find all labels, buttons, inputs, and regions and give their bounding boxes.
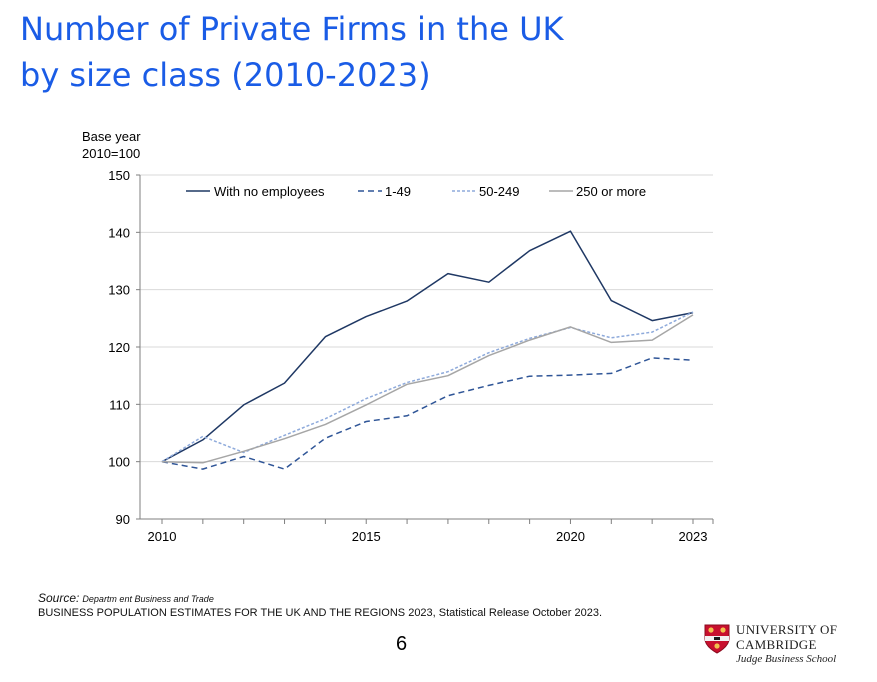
y-tick-label: 110 (109, 397, 130, 412)
university-logo: UNIVERSITY OF CAMBRIDGE Judge Business S… (704, 622, 854, 672)
logo-line-1: UNIVERSITY OF (736, 622, 838, 637)
slide-title: Number of Private Firms in the UK by siz… (20, 6, 720, 98)
series-line (161, 357, 694, 470)
y-tick-label: 90 (116, 512, 130, 527)
y-tick-label: 100 (108, 455, 130, 470)
legend-label: 50-249 (479, 184, 519, 199)
title-line-1: Number of Private Firms in the UK (20, 10, 564, 48)
source-organization: Departm ent Business and Trade (82, 594, 214, 604)
x-tick-label: 2015 (352, 529, 381, 544)
logo-line-3: Judge Business School (736, 653, 837, 665)
y-tick-label: 150 (108, 168, 130, 183)
source-note: Source: Departm ent Business and Trade B… (38, 591, 602, 620)
legend-label: With no employees (214, 184, 325, 199)
line-chart: Base year 2010=100 90 100 110 120 130 140 150 2… (82, 129, 714, 544)
title-line-2: by size class (2010-2023) (20, 56, 431, 94)
cambridge-shield-icon (704, 624, 730, 654)
y-tick-label: 120 (108, 340, 130, 355)
page-number: 6 (396, 633, 408, 655)
source-detail: BUSINESS POPULATION ESTIMATES FOR THE UK… (38, 607, 603, 619)
legend: With no employees 1-49 50-249 250 or more (186, 184, 646, 199)
legend-label: 250 or more (576, 184, 646, 199)
y-axis-label-line-2: 2010=100 (82, 146, 140, 161)
y-tick-label: 140 (108, 225, 130, 240)
axes: 90 100 110 120 130 140 150 2010 2015 2020 2023 (108, 168, 714, 544)
logo-line-2: CAMBRIDGE (736, 637, 817, 652)
legend-label: 1-49 (385, 184, 411, 199)
x-tick-label: 2010 (148, 529, 177, 544)
gridlines (140, 174, 713, 463)
series-line (161, 314, 694, 464)
series-line (161, 230, 694, 463)
x-tick-label: 2023 (679, 529, 708, 544)
source-label: Source: (38, 591, 80, 605)
x-tick-label: 2020 (556, 529, 585, 544)
series-lines (161, 230, 694, 470)
series-line (161, 311, 694, 463)
y-axis-label-line-1: Base year (82, 129, 141, 144)
y-tick-label: 130 (108, 283, 130, 298)
